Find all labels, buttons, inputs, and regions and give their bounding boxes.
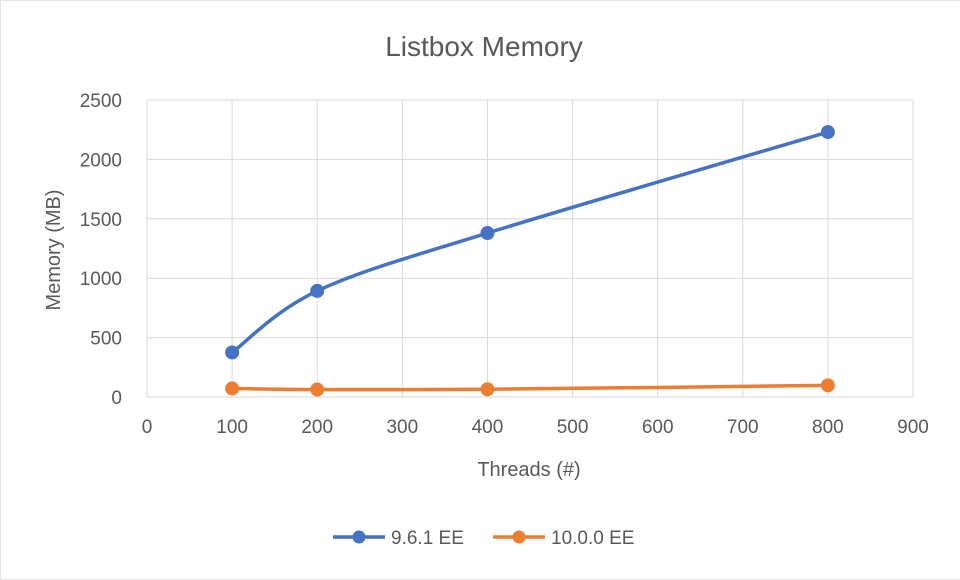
data-point[interactable] (225, 345, 240, 360)
y-axis-label: Memory (MB) (43, 189, 65, 310)
y-tick-label: 500 (90, 329, 122, 350)
x-tick-label: 0 (142, 417, 153, 438)
legend-marker (512, 530, 526, 544)
data-point[interactable] (820, 378, 835, 393)
y-tick-label: 2500 (80, 91, 122, 112)
legend-label: 9.6.1 EE (391, 528, 464, 549)
y-tick-label: 0 (111, 388, 122, 409)
legend-item[interactable]: 9.6.1 EE (333, 528, 464, 549)
x-tick-label: 300 (386, 417, 418, 438)
legend: 9.6.1 EE 10.0.0 EE (333, 528, 634, 549)
y-tick-label: 1000 (80, 269, 122, 290)
series-line (230, 383, 830, 392)
y-tick-label: 1500 (80, 210, 122, 231)
series-1 (225, 125, 835, 360)
x-tick-label: 900 (897, 417, 929, 438)
legend-marker (352, 530, 366, 544)
x-tick-label: 700 (727, 417, 759, 438)
x-tick-label: 400 (472, 417, 504, 438)
x-tick-label: 100 (216, 417, 248, 438)
x-axis-tick-labels: 0 100 200 300 400 500 600 700 800 900 (142, 417, 929, 438)
x-tick-label: 800 (812, 417, 844, 438)
data-point[interactable] (480, 382, 495, 397)
y-axis-tick-labels: 0 500 1000 1500 2000 2500 (80, 91, 122, 409)
y-tick-label: 2000 (80, 150, 122, 171)
x-tick-label: 200 (301, 417, 333, 438)
legend-label: 10.0.0 EE (551, 528, 634, 549)
data-point[interactable] (225, 381, 240, 396)
chart-title: Listbox Memory (385, 31, 583, 62)
legend-item[interactable]: 10.0.0 EE (493, 528, 634, 549)
data-point[interactable] (310, 283, 325, 298)
data-point[interactable] (820, 125, 835, 140)
data-point[interactable] (480, 226, 495, 241)
x-tick-label: 500 (557, 417, 589, 438)
plot-series (225, 125, 835, 397)
series-2 (225, 378, 835, 397)
x-axis-label: Threads (#) (477, 459, 580, 481)
x-tick-label: 600 (642, 417, 674, 438)
gridlines (146, 99, 914, 398)
series-line (230, 130, 830, 355)
data-point[interactable] (310, 382, 325, 397)
